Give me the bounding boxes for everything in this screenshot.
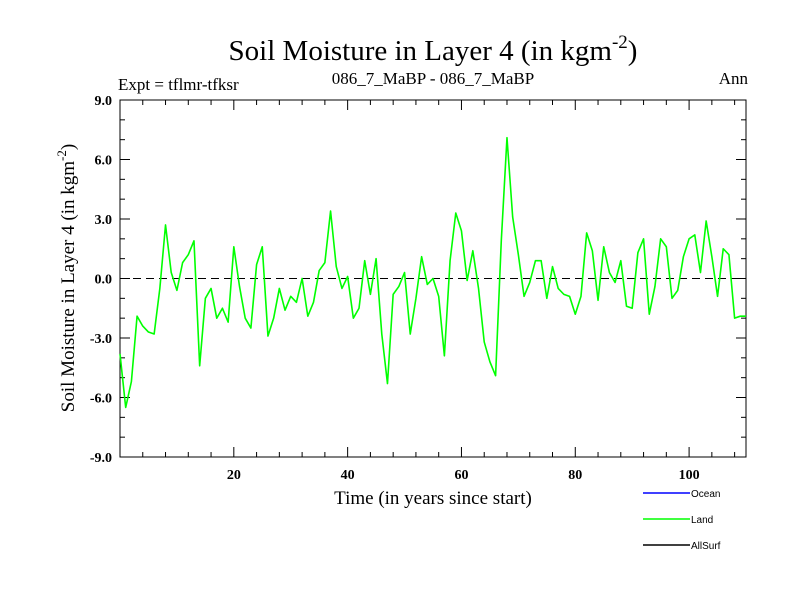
chart-title-text: Soil Moisture in Layer 4 (in kgm bbox=[229, 35, 613, 67]
y-tick-label: 0.0 bbox=[95, 273, 113, 288]
y-tick-label: -6.0 bbox=[90, 392, 112, 407]
legend-label-land: Land bbox=[691, 515, 713, 526]
legend-label-allsurf: AllSurf bbox=[691, 541, 721, 552]
x-tick-label: 100 bbox=[679, 468, 700, 483]
y-tick-label: -9.0 bbox=[90, 451, 112, 466]
experiment-label: Expt = tflmr-tfksr bbox=[118, 75, 239, 94]
y-tick-label: -3.0 bbox=[90, 332, 112, 347]
series-group bbox=[119, 136, 746, 409]
y-axis-label-text: Soil Moisture in Layer 4 (in kgm bbox=[58, 161, 79, 412]
legend-label-ocean: Ocean bbox=[691, 489, 720, 500]
season-label: Ann bbox=[719, 69, 749, 88]
y-tick-label: 3.0 bbox=[95, 213, 113, 228]
chart-title: Soil Moisture in Layer 4 (in kgm-2) bbox=[229, 32, 638, 67]
x-tick-label: 80 bbox=[568, 468, 582, 483]
x-axis: 20 40 60 80 100 bbox=[142, 100, 736, 483]
comparison-label: 086_7_MaBP - 086_7_MaBP bbox=[332, 69, 534, 88]
legend: Ocean Land AllSurf bbox=[643, 489, 721, 552]
x-tick-label: 40 bbox=[341, 468, 355, 483]
x-axis-label: Time (in years since start) bbox=[334, 488, 532, 509]
y-axis-label-superscript: -2 bbox=[54, 150, 69, 161]
y-axis-label-close: ) bbox=[58, 144, 79, 150]
y-tick-label: 9.0 bbox=[95, 94, 113, 109]
y-tick-label: 6.0 bbox=[95, 154, 113, 169]
y-axis-label: Soil Moisture in Layer 4 (in kgm-2) bbox=[54, 144, 79, 412]
chart-title-close: ) bbox=[628, 35, 638, 67]
x-tick-label: 60 bbox=[454, 468, 468, 483]
x-tick-label: 20 bbox=[227, 468, 241, 483]
chart-title-superscript: -2 bbox=[612, 32, 628, 53]
series-line-land bbox=[119, 136, 746, 409]
